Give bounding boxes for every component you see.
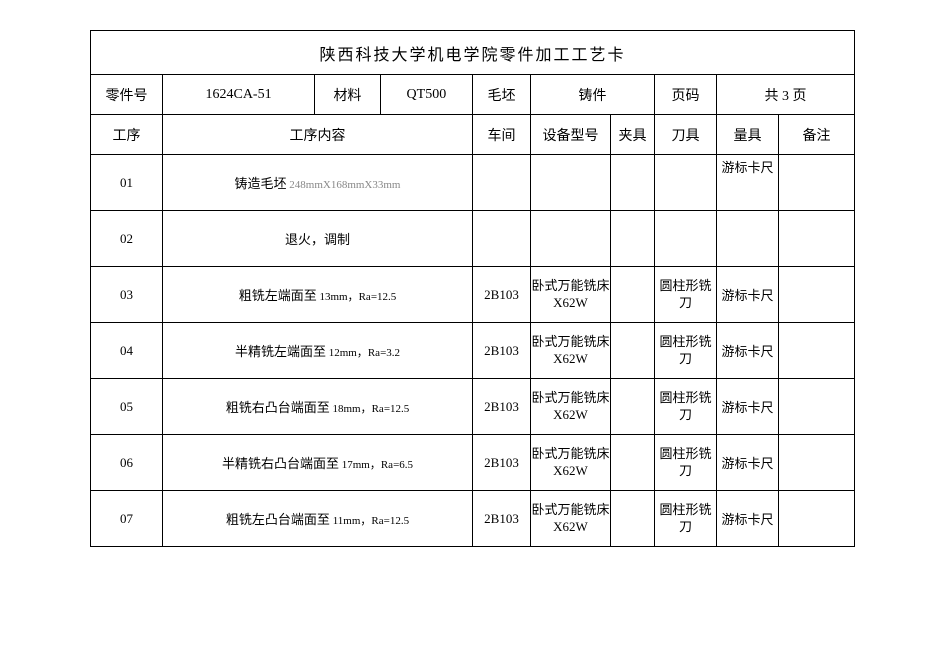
col-step: 工序 [91, 115, 163, 155]
part-no-label: 零件号 [91, 75, 163, 115]
workshop-cell: 2B103 [473, 435, 531, 491]
workshop-cell: 2B103 [473, 323, 531, 379]
content-small: 13mm，Ra=12.5 [317, 291, 397, 303]
step-content: 粗铣左端面至 13mm，Ra=12.5 [163, 267, 473, 323]
fixture-cell [611, 267, 655, 323]
table-row: 02退火，调制 [91, 211, 855, 267]
equipment-cell [531, 155, 611, 211]
gauge-cell: 游标卡尺 [717, 323, 779, 379]
col-equipment: 设备型号 [531, 115, 611, 155]
step-number: 03 [91, 267, 163, 323]
tool-cell [655, 211, 717, 267]
content-prefix: 铸造毛坯 [235, 176, 287, 191]
remark-cell [779, 155, 855, 211]
workshop-cell: 2B103 [473, 379, 531, 435]
remark-cell [779, 491, 855, 547]
col-content: 工序内容 [163, 115, 473, 155]
step-number: 06 [91, 435, 163, 491]
fixture-cell [611, 435, 655, 491]
gauge-cell: 游标卡尺 [717, 267, 779, 323]
content-prefix: 粗铣左端面至 [239, 288, 317, 303]
header-row: 工序 工序内容 车间 设备型号 夹具 刀具 量具 备注 [91, 115, 855, 155]
gauge-cell: 游标卡尺 [717, 155, 779, 211]
content-prefix: 粗铣左凸台端面至 [226, 512, 330, 527]
content-small: 12mm，Ra=3.2 [326, 347, 400, 359]
tool-cell: 圆柱形铣刀 [655, 491, 717, 547]
workshop-cell: 2B103 [473, 491, 531, 547]
fixture-cell [611, 155, 655, 211]
content-prefix: 半精铣右凸台端面至 [222, 456, 339, 471]
step-number: 07 [91, 491, 163, 547]
content-dim: 248mmX168mmX33mm [287, 179, 401, 191]
table-row: 06半精铣右凸台端面至 17mm，Ra=6.52B103卧式万能铣床 X62W圆… [91, 435, 855, 491]
remark-cell [779, 379, 855, 435]
gauge-cell [717, 211, 779, 267]
workshop-cell: 2B103 [473, 267, 531, 323]
blank-value: 铸件 [531, 75, 655, 115]
material-label: 材料 [315, 75, 381, 115]
col-workshop: 车间 [473, 115, 531, 155]
tool-cell: 圆柱形铣刀 [655, 379, 717, 435]
workshop-cell [473, 211, 531, 267]
table-row: 04半精铣左端面至 12mm，Ra=3.22B103卧式万能铣床 X62W圆柱形… [91, 323, 855, 379]
table-row: 03粗铣左端面至 13mm，Ra=12.52B103卧式万能铣床 X62W圆柱形… [91, 267, 855, 323]
step-number: 04 [91, 323, 163, 379]
title-row: 陕西科技大学机电学院零件加工工艺卡 [91, 31, 855, 75]
equipment-cell: 卧式万能铣床 X62W [531, 379, 611, 435]
equipment-cell [531, 211, 611, 267]
step-content: 退火，调制 [163, 211, 473, 267]
fixture-cell [611, 491, 655, 547]
gauge-cell: 游标卡尺 [717, 491, 779, 547]
col-gauge: 量具 [717, 115, 779, 155]
step-number: 01 [91, 155, 163, 211]
tool-cell: 圆柱形铣刀 [655, 267, 717, 323]
tool-cell: 圆柱形铣刀 [655, 435, 717, 491]
remark-cell [779, 267, 855, 323]
fixture-cell [611, 323, 655, 379]
tool-cell [655, 155, 717, 211]
data-rows-body: 01铸造毛坯 248mmX168mmX33mm游标卡尺02退火，调制03粗铣左端… [91, 155, 855, 547]
step-content: 半精铣右凸台端面至 17mm，Ra=6.5 [163, 435, 473, 491]
step-number: 02 [91, 211, 163, 267]
card-title: 陕西科技大学机电学院零件加工工艺卡 [91, 31, 855, 75]
col-remark: 备注 [779, 115, 855, 155]
step-content: 半精铣左端面至 12mm，Ra=3.2 [163, 323, 473, 379]
process-card-table: 陕西科技大学机电学院零件加工工艺卡 零件号 1624CA-51 材料 QT500… [90, 30, 855, 547]
step-content: 粗铣右凸台端面至 18mm，Ra=12.5 [163, 379, 473, 435]
gauge-cell: 游标卡尺 [717, 379, 779, 435]
remark-cell [779, 435, 855, 491]
content-prefix: 粗铣右凸台端面至 [226, 400, 330, 415]
equipment-cell: 卧式万能铣床 X62W [531, 435, 611, 491]
content-small: 18mm，Ra=12.5 [330, 403, 410, 415]
remark-cell [779, 211, 855, 267]
page-value: 共 3 页 [717, 75, 855, 115]
equipment-cell: 卧式万能铣床 X62W [531, 491, 611, 547]
table-row: 01铸造毛坯 248mmX168mmX33mm游标卡尺 [91, 155, 855, 211]
remark-cell [779, 323, 855, 379]
fixture-cell [611, 379, 655, 435]
step-number: 05 [91, 379, 163, 435]
content-prefix: 半精铣左端面至 [235, 344, 326, 359]
tool-cell: 圆柱形铣刀 [655, 323, 717, 379]
blank-label: 毛坯 [473, 75, 531, 115]
col-fixture: 夹具 [611, 115, 655, 155]
step-content: 粗铣左凸台端面至 11mm，Ra=12.5 [163, 491, 473, 547]
table-row: 05粗铣右凸台端面至 18mm，Ra=12.52B103卧式万能铣床 X62W圆… [91, 379, 855, 435]
info-row: 零件号 1624CA-51 材料 QT500 毛坯 铸件 页码 共 3 页 [91, 75, 855, 115]
content-small: 17mm，Ra=6.5 [339, 459, 413, 471]
equipment-cell: 卧式万能铣床 X62W [531, 323, 611, 379]
content-small: 11mm，Ra=12.5 [330, 515, 409, 527]
page-label: 页码 [655, 75, 717, 115]
workshop-cell [473, 155, 531, 211]
part-no-value: 1624CA-51 [163, 75, 315, 115]
col-tool: 刀具 [655, 115, 717, 155]
gauge-cell: 游标卡尺 [717, 435, 779, 491]
equipment-cell: 卧式万能铣床 X62W [531, 267, 611, 323]
material-value: QT500 [380, 75, 472, 115]
fixture-cell [611, 211, 655, 267]
step-content: 铸造毛坯 248mmX168mmX33mm [163, 155, 473, 211]
table-row: 07粗铣左凸台端面至 11mm，Ra=12.52B103卧式万能铣床 X62W圆… [91, 491, 855, 547]
